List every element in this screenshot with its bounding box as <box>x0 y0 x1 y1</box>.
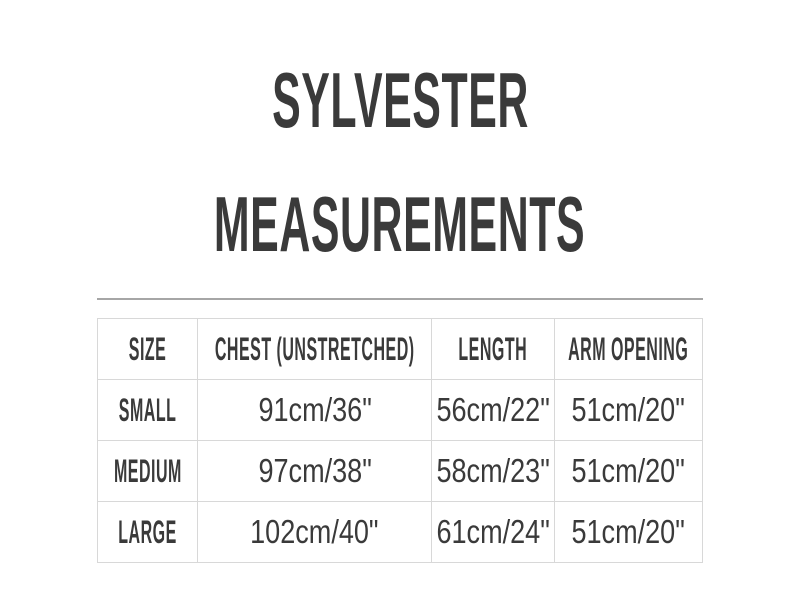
header-cell-length: LENGTH <box>432 319 555 379</box>
row-large-size-label: LARGE <box>118 513 177 550</box>
row-large-arm-cell: 51cm/20" <box>555 502 702 562</box>
row-medium-size-label: MEDIUM <box>113 452 182 489</box>
title-text-product: SYLVESTER <box>271 56 529 144</box>
row-large-length-value: 61cm/24" <box>436 513 550 550</box>
header-label-chest: CHEST (UNSTRETCHED) <box>214 330 415 367</box>
title-line-2: MEASUREMENTS <box>0 162 800 286</box>
row-large-size-cell: LARGE <box>98 502 198 562</box>
row-medium-length-value: 58cm/23" <box>436 452 550 489</box>
row-medium-length-cell: 58cm/23" <box>432 441 555 501</box>
row-small-size-label: SMALL <box>118 391 177 428</box>
header-cell-size: SIZE <box>98 319 198 379</box>
row-medium-chest-value: 97cm/38" <box>257 452 372 489</box>
row-medium-arm-cell: 51cm/20" <box>555 441 702 501</box>
header-cell-chest: CHEST (UNSTRETCHED) <box>198 319 432 379</box>
header-label-arm-opening: ARM OPENING <box>568 330 689 367</box>
row-small-length-value: 56cm/22" <box>436 391 550 428</box>
divider-line <box>97 298 703 300</box>
row-large-chest-cell: 102cm/40" <box>198 502 432 562</box>
row-large-chest-value: 102cm/40" <box>250 513 379 550</box>
row-medium-arm-value: 51cm/20" <box>571 452 686 489</box>
row-small-arm-cell: 51cm/20" <box>555 380 702 440</box>
measurements-table: SIZE CHEST (UNSTRETCHED) LENGTH ARM OPEN… <box>97 318 703 563</box>
header-cell-arm-opening: ARM OPENING <box>555 319 702 379</box>
row-small-chest-cell: 91cm/36" <box>198 380 432 440</box>
title-line-1: SYLVESTER <box>0 38 800 162</box>
header-label-size: SIZE <box>128 330 167 367</box>
header-label-length: LENGTH <box>458 330 528 367</box>
row-large-arm-value: 51cm/20" <box>571 513 686 550</box>
row-small-length-cell: 56cm/22" <box>432 380 555 440</box>
title-text-measurements: MEASUREMENTS <box>214 180 586 268</box>
row-small-size-cell: SMALL <box>98 380 198 440</box>
row-medium-size-cell: MEDIUM <box>98 441 198 501</box>
size-chart-page: SYLVESTER MEASUREMENTS SIZE CHEST (UNSTR… <box>0 38 800 590</box>
page-title: SYLVESTER MEASUREMENTS <box>0 38 800 286</box>
row-small-chest-value: 91cm/36" <box>257 391 372 428</box>
row-large-length-cell: 61cm/24" <box>432 502 555 562</box>
row-small-arm-value: 51cm/20" <box>571 391 686 428</box>
row-medium-chest-cell: 97cm/38" <box>198 441 432 501</box>
